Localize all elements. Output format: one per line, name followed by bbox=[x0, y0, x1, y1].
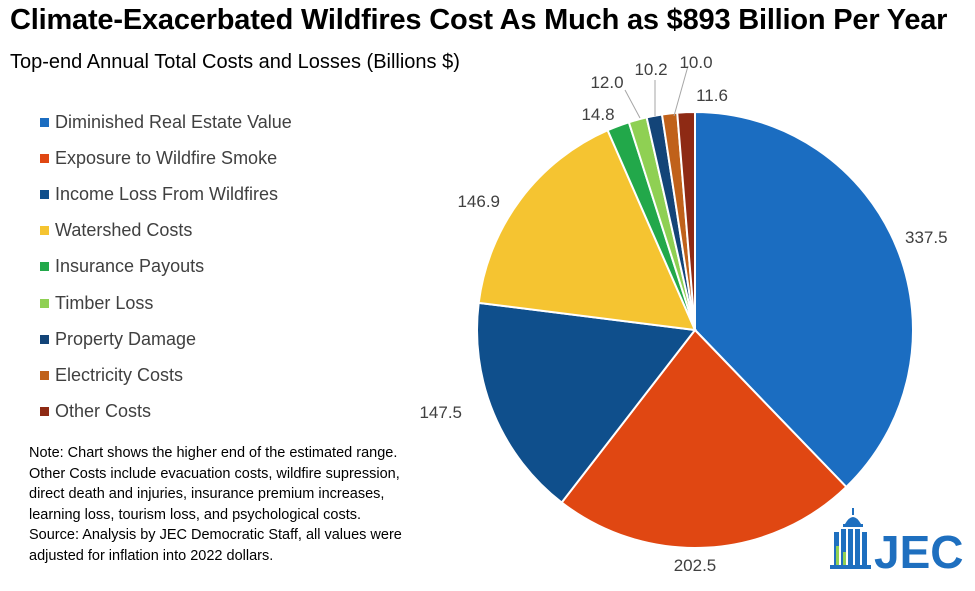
data-label: 12.0 bbox=[590, 73, 623, 92]
legend-item: Exposure to Wildfire Smoke bbox=[40, 140, 292, 176]
chart-legend: Diminished Real Estate Value Exposure to … bbox=[40, 104, 292, 430]
note-line: Source: Analysis by JEC Democratic Staff… bbox=[29, 527, 402, 543]
pie-slice bbox=[560, 328, 848, 549]
legend-label: Property Damage bbox=[55, 328, 197, 349]
legend-swatch bbox=[40, 262, 49, 272]
pie-slice bbox=[476, 301, 697, 504]
data-label: 10.0 bbox=[679, 53, 712, 72]
legend-item: Watershed Costs bbox=[40, 213, 292, 249]
legend-item: Other Costs bbox=[40, 394, 292, 430]
chart-subtitle: Top-end Annual Total Costs and Losses (B… bbox=[10, 51, 460, 73]
legend-item: Income Loss From Wildfires bbox=[40, 176, 292, 212]
legend-item: Electricity Costs bbox=[40, 357, 292, 393]
legend-label: Income Loss From Wildfires bbox=[55, 183, 279, 204]
data-label: 10.2 bbox=[634, 60, 667, 79]
data-label: 202.5 bbox=[674, 556, 717, 575]
legend-label: Watershed Costs bbox=[55, 220, 193, 241]
legend-swatch bbox=[40, 298, 49, 308]
chart-note: Note: Chart shows the higher end of the … bbox=[29, 443, 469, 566]
logo-text: JEC bbox=[874, 526, 963, 576]
legend-label: Other Costs bbox=[55, 401, 152, 422]
data-label: 146.9 bbox=[457, 192, 500, 211]
chart-title: Climate-Exacerbated Wildfires Cost As Mu… bbox=[10, 4, 948, 36]
legend-swatch bbox=[40, 117, 49, 127]
data-label: 11.6 bbox=[696, 86, 728, 105]
legend-swatch bbox=[40, 370, 49, 380]
note-line: learning loss, tourism loss, and psychol… bbox=[29, 506, 362, 523]
note-line: adjusted for inflation into 2022 dollars… bbox=[29, 547, 274, 564]
legend-item: Insurance Payouts bbox=[40, 249, 292, 285]
data-label: 147.5 bbox=[419, 403, 462, 422]
legend-swatch bbox=[40, 153, 49, 163]
legend-label: Timber Loss bbox=[55, 292, 154, 313]
data-label: 14.8 bbox=[581, 105, 614, 124]
legend-swatch bbox=[40, 189, 49, 199]
jec-logo: JEC bbox=[830, 508, 963, 576]
legend-swatch bbox=[40, 407, 49, 417]
note-line: direct death and injuries, insurance pre… bbox=[29, 486, 385, 502]
legend-label: Insurance Payouts bbox=[55, 256, 205, 277]
legend-item: Timber Loss bbox=[40, 285, 292, 321]
legend-swatch bbox=[40, 226, 49, 236]
note-line: Note: Chart shows the higher end of the … bbox=[29, 445, 398, 461]
pie-slice bbox=[477, 128, 697, 332]
leader-line bbox=[673, 65, 689, 117]
legend-item: Diminished Real Estate Value bbox=[40, 104, 292, 140]
capitol-dome-icon bbox=[830, 508, 871, 569]
data-label: 337.5 bbox=[905, 228, 948, 247]
leader-line bbox=[624, 89, 641, 119]
legend-label: Diminished Real Estate Value bbox=[55, 111, 292, 132]
legend-swatch bbox=[40, 334, 49, 344]
note-line: Other Costs include evacuation costs, wi… bbox=[29, 465, 400, 482]
pie-slice bbox=[694, 110, 914, 489]
pie-slice bbox=[676, 110, 696, 331]
legend-item: Property Damage bbox=[40, 321, 292, 357]
legend-label: Exposure to Wildfire Smoke bbox=[55, 147, 278, 168]
legend-label: Electricity Costs bbox=[55, 364, 184, 385]
